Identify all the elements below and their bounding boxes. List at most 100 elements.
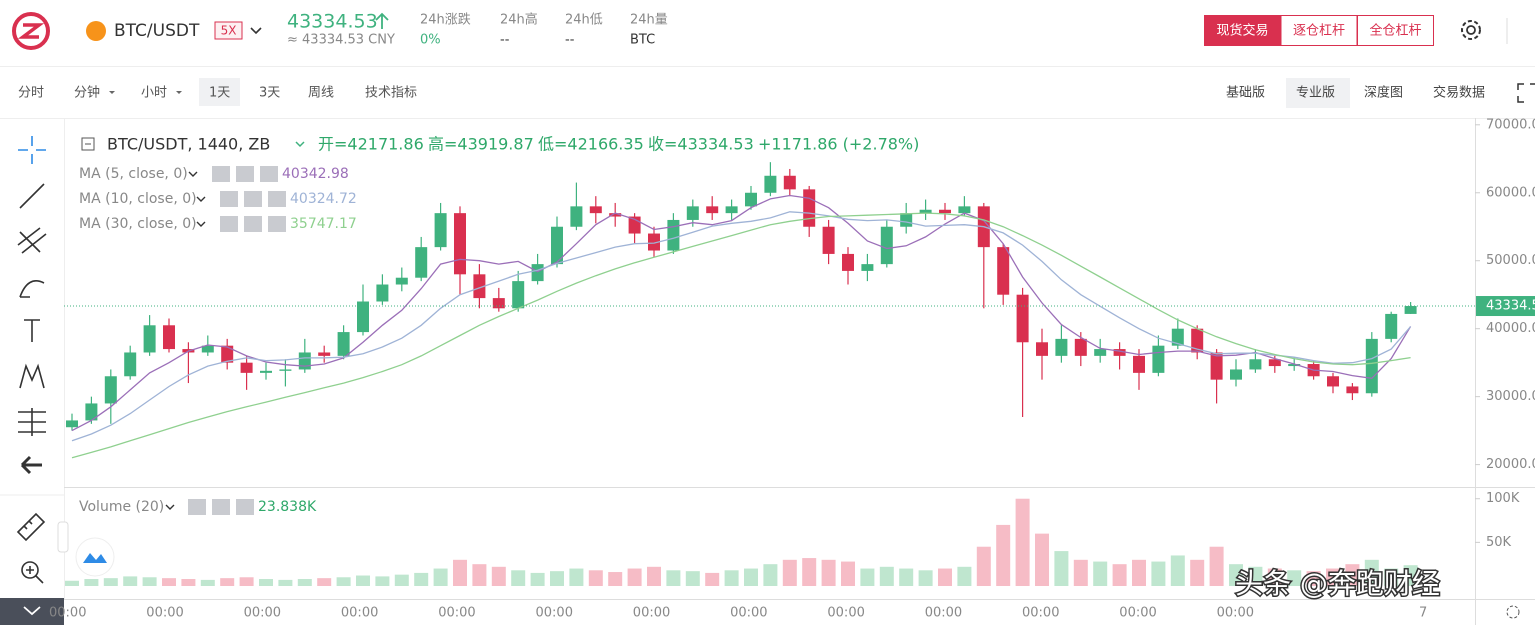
indicator-button[interactable]	[236, 499, 254, 515]
indicator-button[interactable]	[212, 166, 230, 182]
crosshair-tool[interactable]	[18, 136, 46, 164]
pair[interactable]: BTC/USDT	[114, 21, 200, 41]
volume-bar	[65, 580, 79, 586]
logo-mark	[17, 23, 45, 39]
indicator-button[interactable]	[244, 216, 262, 232]
view[interactable]: 基础版	[1226, 86, 1265, 101]
volume-bar	[1229, 564, 1243, 586]
ruler-tool[interactable]	[16, 512, 46, 542]
interval[interactable]: 小时	[141, 86, 167, 101]
volume-dropdown[interactable]	[165, 504, 175, 510]
candle-body	[803, 189, 816, 227]
volume-bar	[841, 561, 855, 586]
candle-body	[1036, 342, 1048, 356]
candle-body	[240, 362, 253, 373]
candle-body	[221, 345, 234, 363]
interval[interactable]: 技术指标	[365, 86, 417, 101]
indicator-button[interactable]	[220, 216, 238, 232]
ohlc-value: +1171.86 (+2.78%)	[758, 135, 919, 154]
collapse-button[interactable]	[0, 598, 64, 625]
indicator-button[interactable]	[220, 191, 238, 207]
volume-bar	[744, 568, 758, 586]
candle-body	[958, 206, 971, 214]
candle-body	[1152, 345, 1165, 373]
ma-dropdown[interactable]	[196, 221, 206, 227]
y-tick-label: 60000.00	[1486, 185, 1535, 200]
text-tool[interactable]	[24, 319, 40, 342]
indicator-button[interactable]	[268, 191, 286, 207]
candle-body	[706, 206, 719, 214]
y-tick-label: 50000.00	[1486, 253, 1535, 268]
stat-label: 24h低	[565, 13, 603, 28]
measure-tool[interactable]	[18, 408, 46, 436]
candle-body	[1210, 352, 1223, 380]
candle-body	[143, 325, 156, 353]
volume-bar	[317, 578, 332, 586]
volume-bar	[1054, 551, 1069, 586]
candle-body	[85, 403, 98, 421]
interval[interactable]: 3天	[259, 86, 280, 101]
candle-body	[764, 175, 777, 193]
view[interactable]: 交易数据	[1433, 85, 1485, 101]
ma-dropdown[interactable]	[196, 196, 206, 202]
candle-body	[454, 213, 466, 275]
fib-tool[interactable]	[17, 227, 47, 254]
collapse-legend[interactable]	[81, 137, 95, 151]
view[interactable]: 专业版	[1296, 86, 1335, 101]
interval[interactable]: 分钟	[74, 85, 100, 101]
trade-mode-button[interactable]	[1204, 15, 1281, 46]
y-tick-label: 70000.00	[1486, 117, 1535, 132]
volume-bar	[530, 572, 545, 586]
indicator-button[interactable]	[212, 499, 230, 515]
x-tick-label: 00:00	[1217, 606, 1254, 621]
candle-body	[939, 209, 951, 214]
ma-dropdown[interactable]	[188, 171, 198, 177]
leverage: 5X	[221, 24, 237, 38]
volume-bar	[1035, 533, 1049, 586]
volume-bar	[200, 579, 215, 586]
volume-bar	[394, 574, 409, 586]
volume-bar	[957, 566, 972, 586]
indicator-button[interactable]	[244, 191, 262, 207]
candle-body	[997, 247, 1010, 295]
indicator-button[interactable]	[188, 499, 206, 515]
back-tool[interactable]	[20, 455, 42, 475]
interval[interactable]: 1天	[209, 86, 230, 101]
settings-icon[interactable]	[1461, 20, 1481, 40]
cny-price: ≈ 43334.53 CNY	[287, 33, 395, 48]
indicator-button[interactable]	[268, 216, 286, 232]
indicator-button[interactable]	[236, 166, 254, 182]
volume-bar	[938, 568, 952, 586]
candle-body	[1133, 355, 1145, 373]
active-view	[1286, 78, 1350, 108]
cloud-button[interactable]	[75, 537, 115, 577]
legend-dropdown[interactable]	[295, 141, 305, 148]
candle-body	[1074, 338, 1087, 356]
last-price-label: 43334.53	[1486, 299, 1535, 314]
x-tick-label: 00:00	[438, 606, 475, 621]
panel-toggle[interactable]	[57, 521, 69, 553]
last-price-tag	[1476, 296, 1535, 317]
pattern-tool[interactable]	[19, 363, 45, 389]
candle-body	[279, 369, 292, 371]
interval[interactable]: 分时	[18, 86, 44, 101]
candle-body	[318, 352, 331, 356]
brush-tool[interactable]	[19, 280, 45, 298]
fullscreen-icon[interactable]	[1517, 83, 1535, 103]
interval[interactable]: 周线	[308, 86, 334, 101]
line-tool[interactable]	[19, 183, 45, 209]
x-tick-label: 00:00	[536, 606, 573, 621]
stat-label: 24h高	[500, 12, 538, 28]
view[interactable]: 深度图	[1364, 85, 1403, 101]
zoom-tool[interactable]	[21, 561, 39, 579]
logo[interactable]	[12, 12, 50, 50]
x-tick-label: 00:00	[49, 606, 86, 621]
candle-body	[667, 219, 680, 251]
axis-settings[interactable]	[1506, 605, 1520, 619]
trade-mode-button[interactable]	[1280, 15, 1358, 46]
pair-dropdown[interactable]	[250, 27, 262, 35]
stats: 24h涨跌 0% 24h高 -- 24h低 -- 24h量 BTC	[420, 12, 668, 48]
indicator-button[interactable]	[260, 166, 278, 182]
trade-mode-button[interactable]	[1357, 15, 1434, 46]
stat-value: --	[565, 33, 575, 48]
